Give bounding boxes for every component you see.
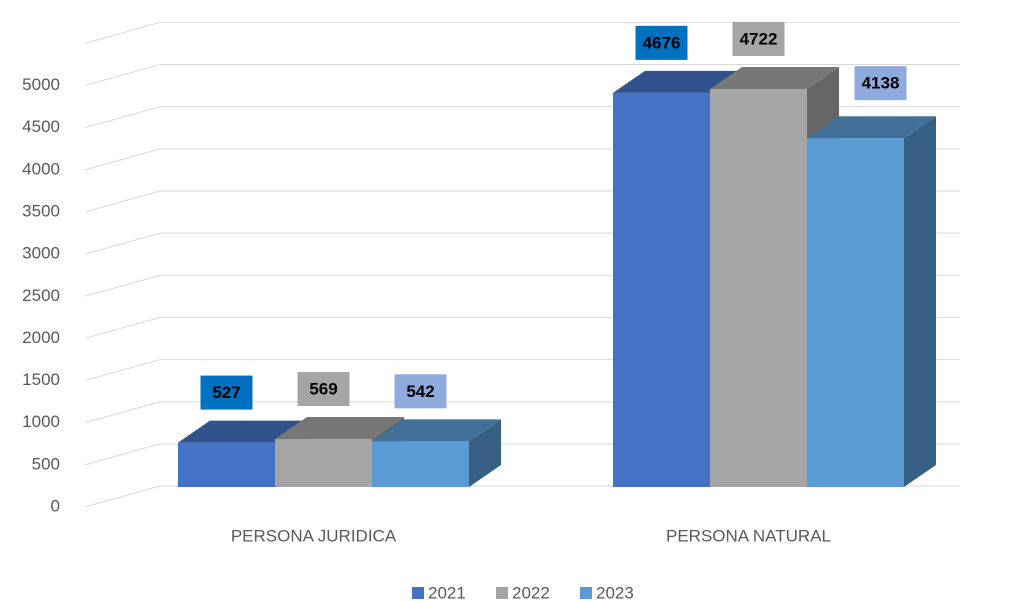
bar-top: [275, 417, 404, 440]
y-tick-label: 3500: [22, 201, 60, 220]
value-label-box: [394, 374, 447, 409]
y-tick-label: 4000: [22, 159, 60, 178]
y-tick-label: 5000: [22, 75, 60, 94]
legend-swatch: [496, 587, 508, 599]
grid-line: [84, 316, 161, 339]
grid-line: [84, 148, 161, 171]
grid-line: [84, 274, 161, 297]
legend-label: 2022: [512, 583, 550, 601]
y-tick-label: 3000: [22, 244, 60, 263]
x-tick-label: PERSONA NATURAL: [666, 526, 831, 545]
bar-top: [178, 420, 307, 443]
bar-side: [469, 419, 501, 487]
value-label-box: [297, 372, 350, 407]
bar-top: [710, 66, 839, 89]
bar: [710, 88, 807, 487]
grid-line: [84, 21, 161, 44]
legend-label: 2023: [596, 583, 634, 601]
bar: [178, 442, 275, 487]
legend-swatch: [580, 587, 592, 599]
y-tick-label: 4500: [22, 117, 60, 136]
y-tick-label: 1000: [22, 412, 60, 431]
value-label: 4676: [643, 33, 681, 52]
grid-line: [84, 485, 161, 508]
bar: [613, 92, 710, 487]
bar-side: [904, 116, 936, 487]
bar-top: [807, 116, 936, 139]
grid-line: [84, 190, 161, 213]
x-tick-label: PERSONA JURIDICA: [231, 526, 397, 545]
bar-top: [372, 419, 501, 442]
value-label: 4722: [740, 29, 778, 48]
legend-label: 2021: [428, 583, 466, 601]
grid-line: [84, 64, 161, 87]
value-label-box: [732, 21, 785, 56]
value-label: 527: [212, 383, 240, 402]
value-label-box: [635, 25, 688, 60]
y-tick-label: 1500: [22, 370, 60, 389]
y-tick-label: 2500: [22, 286, 60, 305]
value-label: 542: [406, 382, 434, 401]
bar: [807, 138, 904, 487]
y-tick-label: 0: [51, 496, 60, 515]
bar-top: [613, 70, 742, 93]
bar: [372, 441, 469, 487]
value-label-box: [200, 375, 253, 410]
y-tick-label: 2000: [22, 328, 60, 347]
grid-line: [84, 401, 161, 424]
value-label: 4138: [862, 74, 900, 93]
grid-line: [84, 359, 161, 382]
value-label-box: [854, 66, 907, 101]
value-label: 569: [309, 380, 337, 399]
grid-line: [84, 232, 161, 255]
grid-line: [84, 443, 161, 466]
bar: [275, 439, 372, 487]
y-tick-label: 500: [32, 454, 60, 473]
legend-swatch: [412, 587, 424, 599]
grid-line: [84, 106, 161, 129]
